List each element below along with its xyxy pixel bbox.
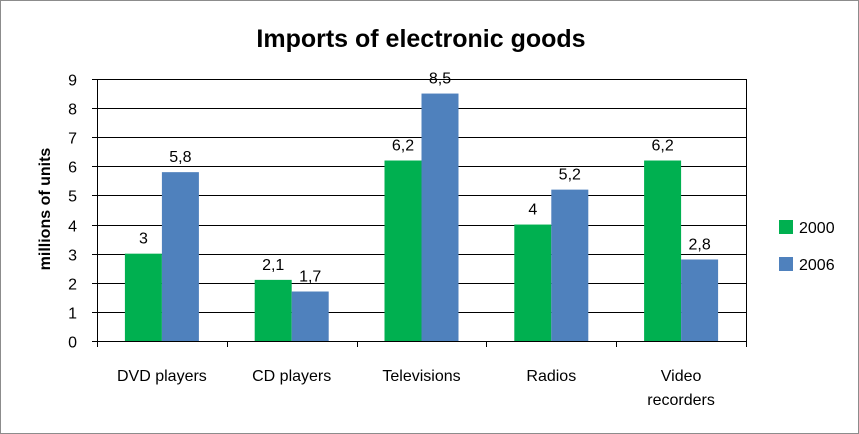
data-label: 8,5: [429, 71, 451, 88]
category-label-line: Radios: [526, 368, 576, 385]
data-label: 5,8: [169, 149, 191, 166]
bars: [124, 93, 719, 341]
y-tick-label: 4: [68, 219, 77, 236]
legend-label: 2006: [799, 257, 835, 274]
category-label-line: recorders: [647, 392, 715, 409]
data-label: 5,2: [559, 167, 581, 184]
y-tick-label: 7: [68, 131, 77, 148]
category-label-line: DVD players: [117, 368, 207, 385]
category-label-line: CD players: [252, 368, 331, 385]
category-label-line: Video: [661, 368, 702, 385]
category-label: DVD players: [117, 368, 207, 385]
y-tick-label: 3: [68, 248, 77, 265]
bar-2000-1: [254, 279, 292, 341]
bar-2006-4: [681, 259, 719, 341]
data-label: 3: [139, 231, 148, 248]
bar-2006-1: [291, 291, 329, 341]
legend-swatch-2000: [779, 220, 793, 234]
category-label-line: Televisions: [382, 368, 460, 385]
chart-title: Imports of electronic goods: [256, 25, 585, 53]
y-tick-label: 0: [68, 335, 77, 352]
data-label: 2,8: [688, 236, 710, 253]
data-label: 6,2: [651, 138, 673, 155]
legend-swatch-2006: [779, 257, 793, 271]
legend: 2000 2006: [779, 220, 835, 274]
legend-label: 2000: [799, 220, 835, 237]
bar-2000-3: [514, 224, 552, 341]
axes: [92, 79, 747, 347]
category-label: CD players: [252, 368, 331, 385]
y-tick-label: 2: [68, 277, 77, 294]
y-tick-label: 5: [68, 189, 77, 206]
bar-2000-0: [124, 253, 162, 341]
data-label: 4: [528, 202, 537, 219]
bar-2000-4: [644, 160, 682, 341]
y-tick-label: 8: [68, 102, 77, 119]
data-label: 1,7: [299, 269, 321, 286]
category-label: Radios: [526, 368, 576, 385]
data-label: 6,2: [392, 138, 414, 155]
labels: 0 1 2 3 4 5 6 7 8 9 3 2,1 6,2 4 6,2 5,8 1,7 8,5 5,2 2,8 DVD …: [68, 71, 715, 409]
category-label: Televisions: [382, 368, 460, 385]
y-tick-label: 9: [68, 73, 77, 90]
bar-2000-2: [384, 160, 422, 341]
category-label: Video recorders: [647, 368, 715, 409]
data-label: 2,1: [262, 257, 284, 274]
bar-2006-0: [161, 172, 199, 341]
y-tick-label: 1: [68, 306, 77, 323]
y-axis-title: millions of units: [37, 148, 54, 271]
bar-2006-3: [551, 189, 589, 341]
y-tick-label: 6: [68, 160, 77, 177]
bar-2006-2: [421, 93, 459, 341]
